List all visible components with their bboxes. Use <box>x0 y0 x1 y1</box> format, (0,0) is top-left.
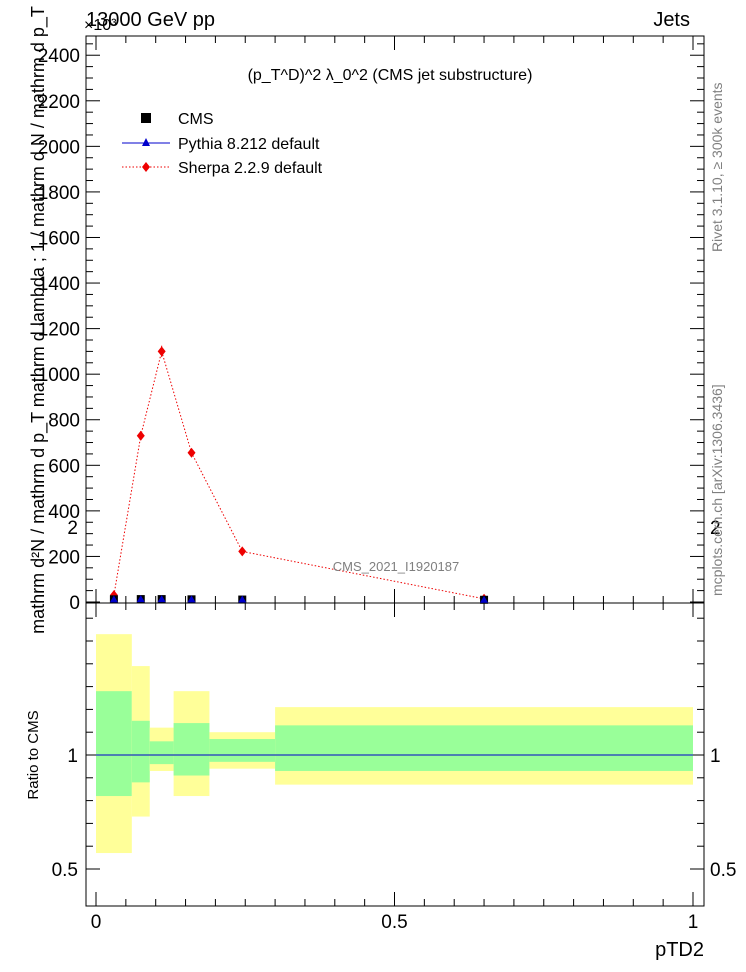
legend: CMS Pythia 8.212 default Sherpa 2.2.9 defa… <box>122 111 323 177</box>
sherpa-line <box>113 349 485 600</box>
main-axis-ticks <box>86 36 704 603</box>
ratio-tick-label: 0.5 <box>710 860 736 881</box>
x-tick-label: 0.5 <box>381 912 407 933</box>
ratio-axis-label: Ratio to CMS <box>25 710 42 799</box>
y-tick-label: 600 <box>48 456 80 477</box>
y-tick-label: 200 <box>48 547 80 568</box>
ratio-bands <box>96 634 693 854</box>
sherpa-point <box>238 546 247 557</box>
energy-label: 13000 GeV pp <box>86 9 215 31</box>
sherpa-point <box>187 447 196 458</box>
y-tick-labels: 0 200 400 600 800 1000 1200 1400 1600 1800 2000 220… <box>38 46 80 614</box>
y-tick-label: 1800 <box>38 183 80 204</box>
legend-pythia-marker <box>142 138 150 146</box>
ratio-tick-label: 2 <box>67 518 78 539</box>
analysis-label: CMS_2021_I1920187 <box>333 559 460 574</box>
ratio-band-inner <box>96 691 132 797</box>
x-tick-labels: 0 0.5 1 <box>91 912 699 933</box>
ratio-band-inner <box>275 725 693 771</box>
pythia-point <box>480 595 489 603</box>
y-tick-label: 0 <box>69 593 80 614</box>
x-tick-label: 0 <box>91 912 102 933</box>
y-exponent: ×10³ <box>84 17 117 34</box>
ratio-band-inner <box>149 741 174 765</box>
pythia-point <box>238 595 247 603</box>
ratio-tick-label: 1 <box>710 746 721 767</box>
legend-cms-marker <box>141 113 151 123</box>
y-tick-label: 2000 <box>38 137 80 158</box>
y-tick-label: 2400 <box>38 46 80 67</box>
y-tick-label: 1600 <box>38 228 80 249</box>
legend-entry: Pythia 8.212 default <box>178 136 320 153</box>
y-axis-label: mathrm d²N / mathrm d p_T mathrm d lambd… <box>28 6 49 634</box>
mcplots-label: mcplots.cern.ch [arXiv:1306.3436] <box>709 384 725 596</box>
ratio-band-inner <box>173 723 210 776</box>
x-tick-label: 1 <box>688 912 699 933</box>
sherpa-point <box>157 346 166 357</box>
ratio-tick-labels: 0.5 0.5 1 1 2 2 <box>52 518 737 881</box>
ratio-band-inner <box>209 739 276 762</box>
process-label: Jets <box>653 9 690 31</box>
y-tick-label: 2200 <box>38 92 80 113</box>
rivet-label: Rivet 3.1.10, ≥ 300k events <box>709 82 725 252</box>
sherpa-point <box>136 430 145 441</box>
series-layer <box>96 345 693 756</box>
y-tick-label: 400 <box>48 502 80 523</box>
y-tick-label: 800 <box>48 411 80 432</box>
ratio-tick-label: 1 <box>67 746 78 767</box>
y-tick-label: 1000 <box>38 365 80 386</box>
chart-title: (p_T^D)^2 λ_0^2 (CMS jet substructure) <box>248 67 533 84</box>
pythia-point <box>187 595 196 603</box>
x-axis-label: pTD2 <box>655 939 704 961</box>
y-tick-label: 1200 <box>38 320 80 341</box>
pythia-point <box>157 595 166 603</box>
pythia-point <box>136 595 145 603</box>
y-tick-label: 1400 <box>38 274 80 295</box>
pythia-point <box>109 595 118 603</box>
ratio-band-inner <box>131 720 150 783</box>
ratio-tick-label: 0.5 <box>52 860 78 881</box>
legend-entry: Sherpa 2.2.9 default <box>178 160 323 177</box>
legend-sherpa-marker <box>142 162 150 172</box>
legend-entry: CMS <box>178 111 214 128</box>
ratio-tick-label: 2 <box>710 518 721 539</box>
